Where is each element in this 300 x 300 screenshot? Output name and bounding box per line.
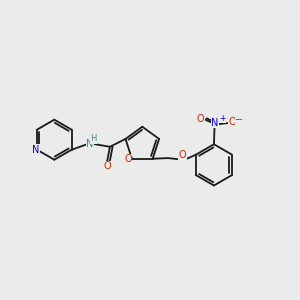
Text: O: O <box>124 154 132 164</box>
Text: N: N <box>86 139 94 149</box>
Text: −: − <box>235 115 243 124</box>
Text: O: O <box>196 114 204 124</box>
Text: O: O <box>228 117 236 127</box>
Text: O: O <box>103 161 111 171</box>
Text: +: + <box>219 114 225 123</box>
Text: H: H <box>90 134 96 143</box>
Text: O: O <box>178 151 186 160</box>
Text: N: N <box>211 118 218 128</box>
Text: N: N <box>32 145 40 155</box>
